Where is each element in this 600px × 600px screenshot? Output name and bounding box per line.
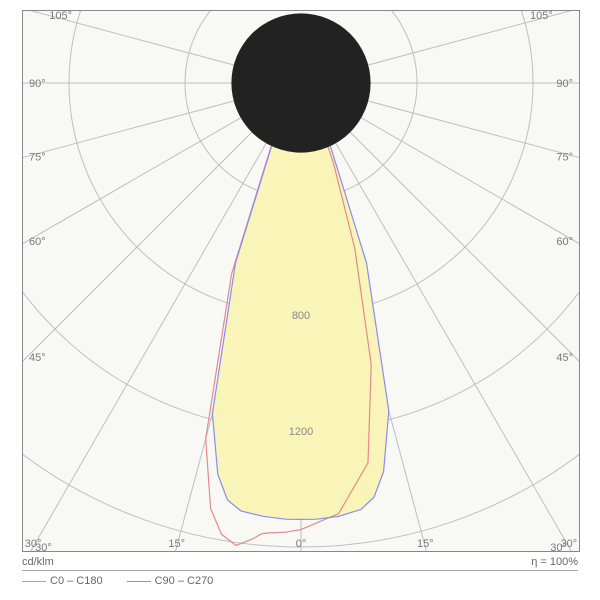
svg-text:30°: 30°	[561, 538, 578, 550]
svg-text:90°: 90°	[29, 78, 46, 90]
svg-text:105°: 105°	[530, 11, 553, 22]
legend-label: C0 – C180	[50, 575, 103, 587]
chart-footer: cd/klm η = 100% C0 – C180 C90 – C270	[22, 556, 578, 594]
svg-text:800: 800	[292, 310, 310, 322]
legend-line	[22, 581, 46, 582]
svg-text:75°: 75°	[556, 151, 573, 163]
unit-label: cd/klm	[22, 556, 54, 568]
svg-text:15°: 15°	[168, 538, 185, 550]
svg-text:1200: 1200	[289, 426, 313, 438]
svg-text:75°: 75°	[29, 151, 46, 163]
eta-label: η = 100%	[531, 556, 578, 568]
svg-text:30°: 30°	[25, 538, 42, 550]
svg-text:45°: 45°	[29, 352, 46, 364]
svg-text:105°: 105°	[49, 11, 72, 22]
legend-label: C90 – C270	[155, 575, 214, 587]
svg-text:45°: 45°	[556, 352, 573, 364]
legend-item: C0 – C180	[22, 575, 103, 587]
polar-chart: 800 1200 30° 30° 45° 45° 60° 60° 75° 75° 90° 90° 105…	[22, 10, 580, 552]
svg-text:60°: 60°	[29, 236, 46, 248]
legend-line	[127, 581, 151, 582]
svg-text:15°: 15°	[417, 538, 434, 550]
svg-text:90°: 90°	[556, 78, 573, 90]
legend: C0 – C180 C90 – C270	[22, 571, 578, 587]
svg-text:0°: 0°	[296, 538, 307, 550]
legend-item: C90 – C270	[127, 575, 214, 587]
svg-text:60°: 60°	[556, 236, 573, 248]
